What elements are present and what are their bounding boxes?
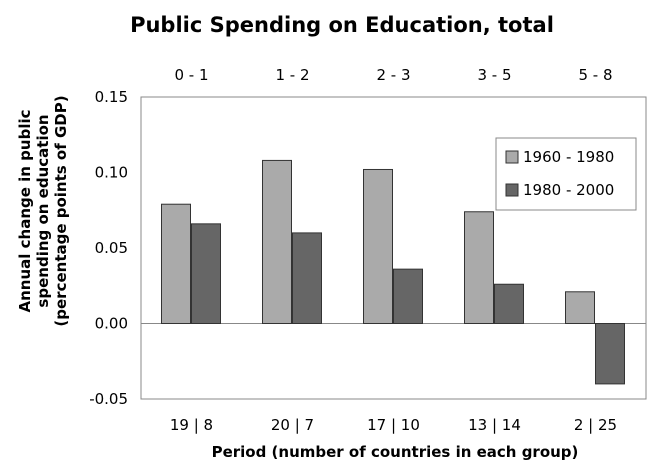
bar-2-1 xyxy=(191,223,221,324)
bar-2-5 xyxy=(595,323,625,385)
bar-2-4 xyxy=(494,283,524,324)
bars xyxy=(161,159,625,385)
chart-title: Public Spending on Education, total xyxy=(130,13,554,37)
bottom-category-label: 13 | 14 xyxy=(468,416,521,434)
top-category-label: 5 - 8 xyxy=(578,66,612,84)
bar-1-1 xyxy=(161,203,191,325)
legend-swatch-2 xyxy=(505,183,519,197)
top-category-label: 0 - 1 xyxy=(174,66,208,84)
y-tick-label: -0.05 xyxy=(89,390,128,408)
legend-box xyxy=(495,137,637,211)
y-tick-label: 0.05 xyxy=(95,239,128,257)
plot-area xyxy=(140,96,647,400)
bar-1-3 xyxy=(363,168,393,324)
x-axis-label: Period (number of countries in each grou… xyxy=(212,443,579,461)
bottom-category-label: 20 | 7 xyxy=(271,416,314,434)
bar-1-2 xyxy=(262,159,292,324)
top-category-labels: 0 - 1 1 - 2 2 - 3 3 - 5 5 - 8 xyxy=(174,66,612,84)
bottom-category-labels: 19 | 8 20 | 7 17 | 10 13 | 14 2 | 25 xyxy=(170,416,617,434)
bar-1-5 xyxy=(565,291,595,325)
bar-2-2 xyxy=(292,232,322,324)
bottom-category-label: 17 | 10 xyxy=(367,416,420,434)
y-axis-label-line-2: spending on education xyxy=(34,114,52,307)
bar-2-3 xyxy=(393,268,423,325)
top-category-label: 3 - 5 xyxy=(477,66,511,84)
y-axis-label: Annual change in public spending on educ… xyxy=(16,95,70,326)
y-tick-label: 0.00 xyxy=(95,315,128,333)
top-category-label: 2 - 3 xyxy=(376,66,410,84)
y-tick-label: 0.15 xyxy=(95,88,128,106)
bottom-category-label: 19 | 8 xyxy=(170,416,213,434)
legend-swatch-1 xyxy=(505,150,519,164)
y-tick-labels: -0.05 0.00 0.05 0.10 0.15 xyxy=(89,88,128,408)
legend: 1960 - 1980 1980 - 2000 xyxy=(495,137,637,211)
y-axis-label-line-3: (percentage points of GDP) xyxy=(52,95,70,326)
bottom-category-label: 2 | 25 xyxy=(574,416,617,434)
legend-label-2: 1980 - 2000 xyxy=(523,181,614,199)
top-category-label: 1 - 2 xyxy=(275,66,309,84)
legend-label-1: 1960 - 1980 xyxy=(523,148,614,166)
bar-1-4 xyxy=(464,211,494,324)
y-tick-label: 0.10 xyxy=(95,164,128,182)
y-axis-label-line-1: Annual change in public xyxy=(16,109,34,312)
